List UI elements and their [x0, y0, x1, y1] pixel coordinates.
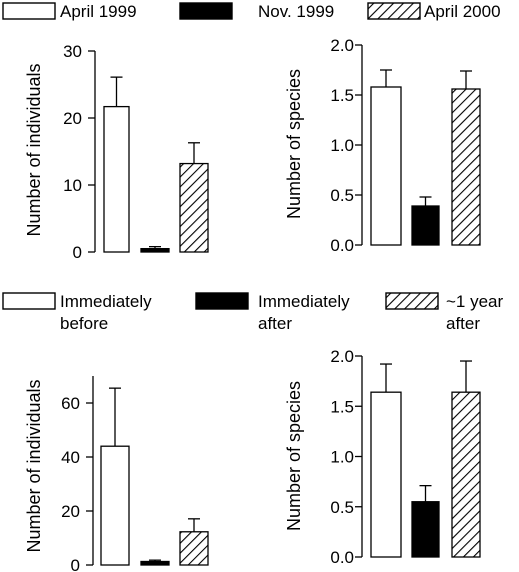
legend-label: after [258, 314, 292, 333]
bar-black [411, 205, 440, 246]
y-axis-label: Number of individuals [24, 379, 44, 552]
legend-label: ~1 year [446, 292, 504, 311]
y-tick-label: 30 [63, 42, 82, 61]
legend-swatch [2, 2, 56, 20]
y-tick-label: 10 [63, 176, 82, 195]
legend-label: April 1999 [60, 2, 137, 21]
chart-species-event: 0.0 0.5 1.0 1.5 2.0 Number of species [284, 347, 481, 567]
legend-bottom: Immediately before Immediately after ~1 year… [2, 292, 504, 333]
legend-label: April 2000 [424, 2, 501, 21]
bar-hatch [451, 88, 481, 246]
chart-individuals-event: 0 20 40 60 Number of individuals [24, 376, 209, 572]
chart-individuals-1999-2000: 0 10 20 30 Number of individuals [24, 42, 209, 262]
legend-swatch [385, 292, 439, 310]
chart-species-1999-2000: 0.0 0.5 1.0 1.5 2.0 Number of species [284, 36, 481, 255]
y-axis-label: Number of species [284, 381, 304, 531]
bar-white [370, 86, 402, 246]
y-tick-label: 2.0 [330, 36, 354, 55]
bar-black [411, 501, 440, 558]
bar-hatch [179, 162, 209, 253]
legend-swatch [195, 292, 249, 310]
y-tick-label: 60 [61, 394, 80, 413]
y-tick-label: 0.0 [330, 236, 354, 255]
y-tick-label: 1.0 [330, 136, 354, 155]
y-tick-label: 1.0 [330, 448, 354, 467]
bar-white [103, 105, 130, 253]
y-tick-label: 0.5 [330, 186, 354, 205]
y-tick-label: 1.5 [330, 397, 354, 416]
bar-hatch [179, 531, 209, 566]
y-tick-label: 0.5 [330, 498, 354, 517]
legend-label: Immediately [60, 292, 152, 311]
y-tick-label: 1.5 [330, 86, 354, 105]
bar-black [140, 560, 170, 566]
legend-swatch [2, 292, 56, 310]
legend-label: Immediately [258, 292, 350, 311]
bar-black [140, 247, 170, 253]
legend-label: Nov. 1999 [258, 2, 334, 21]
bar-white [370, 391, 402, 558]
bar-white [100, 445, 130, 566]
y-tick-label: 2.0 [330, 347, 354, 366]
legend-top: April 1999 Nov. 1999 April 2000 [2, 2, 501, 21]
y-tick-label: 40 [61, 448, 80, 467]
legend-label: after [446, 314, 480, 333]
bar-hatch [451, 391, 481, 558]
legend-swatch [367, 2, 421, 20]
y-tick-label: 0 [71, 556, 80, 572]
y-axis-label: Number of species [284, 69, 304, 219]
legend-label: before [60, 314, 108, 333]
y-tick-label: 20 [61, 502, 80, 521]
y-tick-label: 0.0 [330, 548, 354, 567]
legend-swatch [179, 2, 233, 20]
y-axis-label: Number of individuals [24, 63, 44, 236]
y-tick-label: 20 [63, 109, 82, 128]
y-tick-label: 0 [73, 243, 82, 262]
